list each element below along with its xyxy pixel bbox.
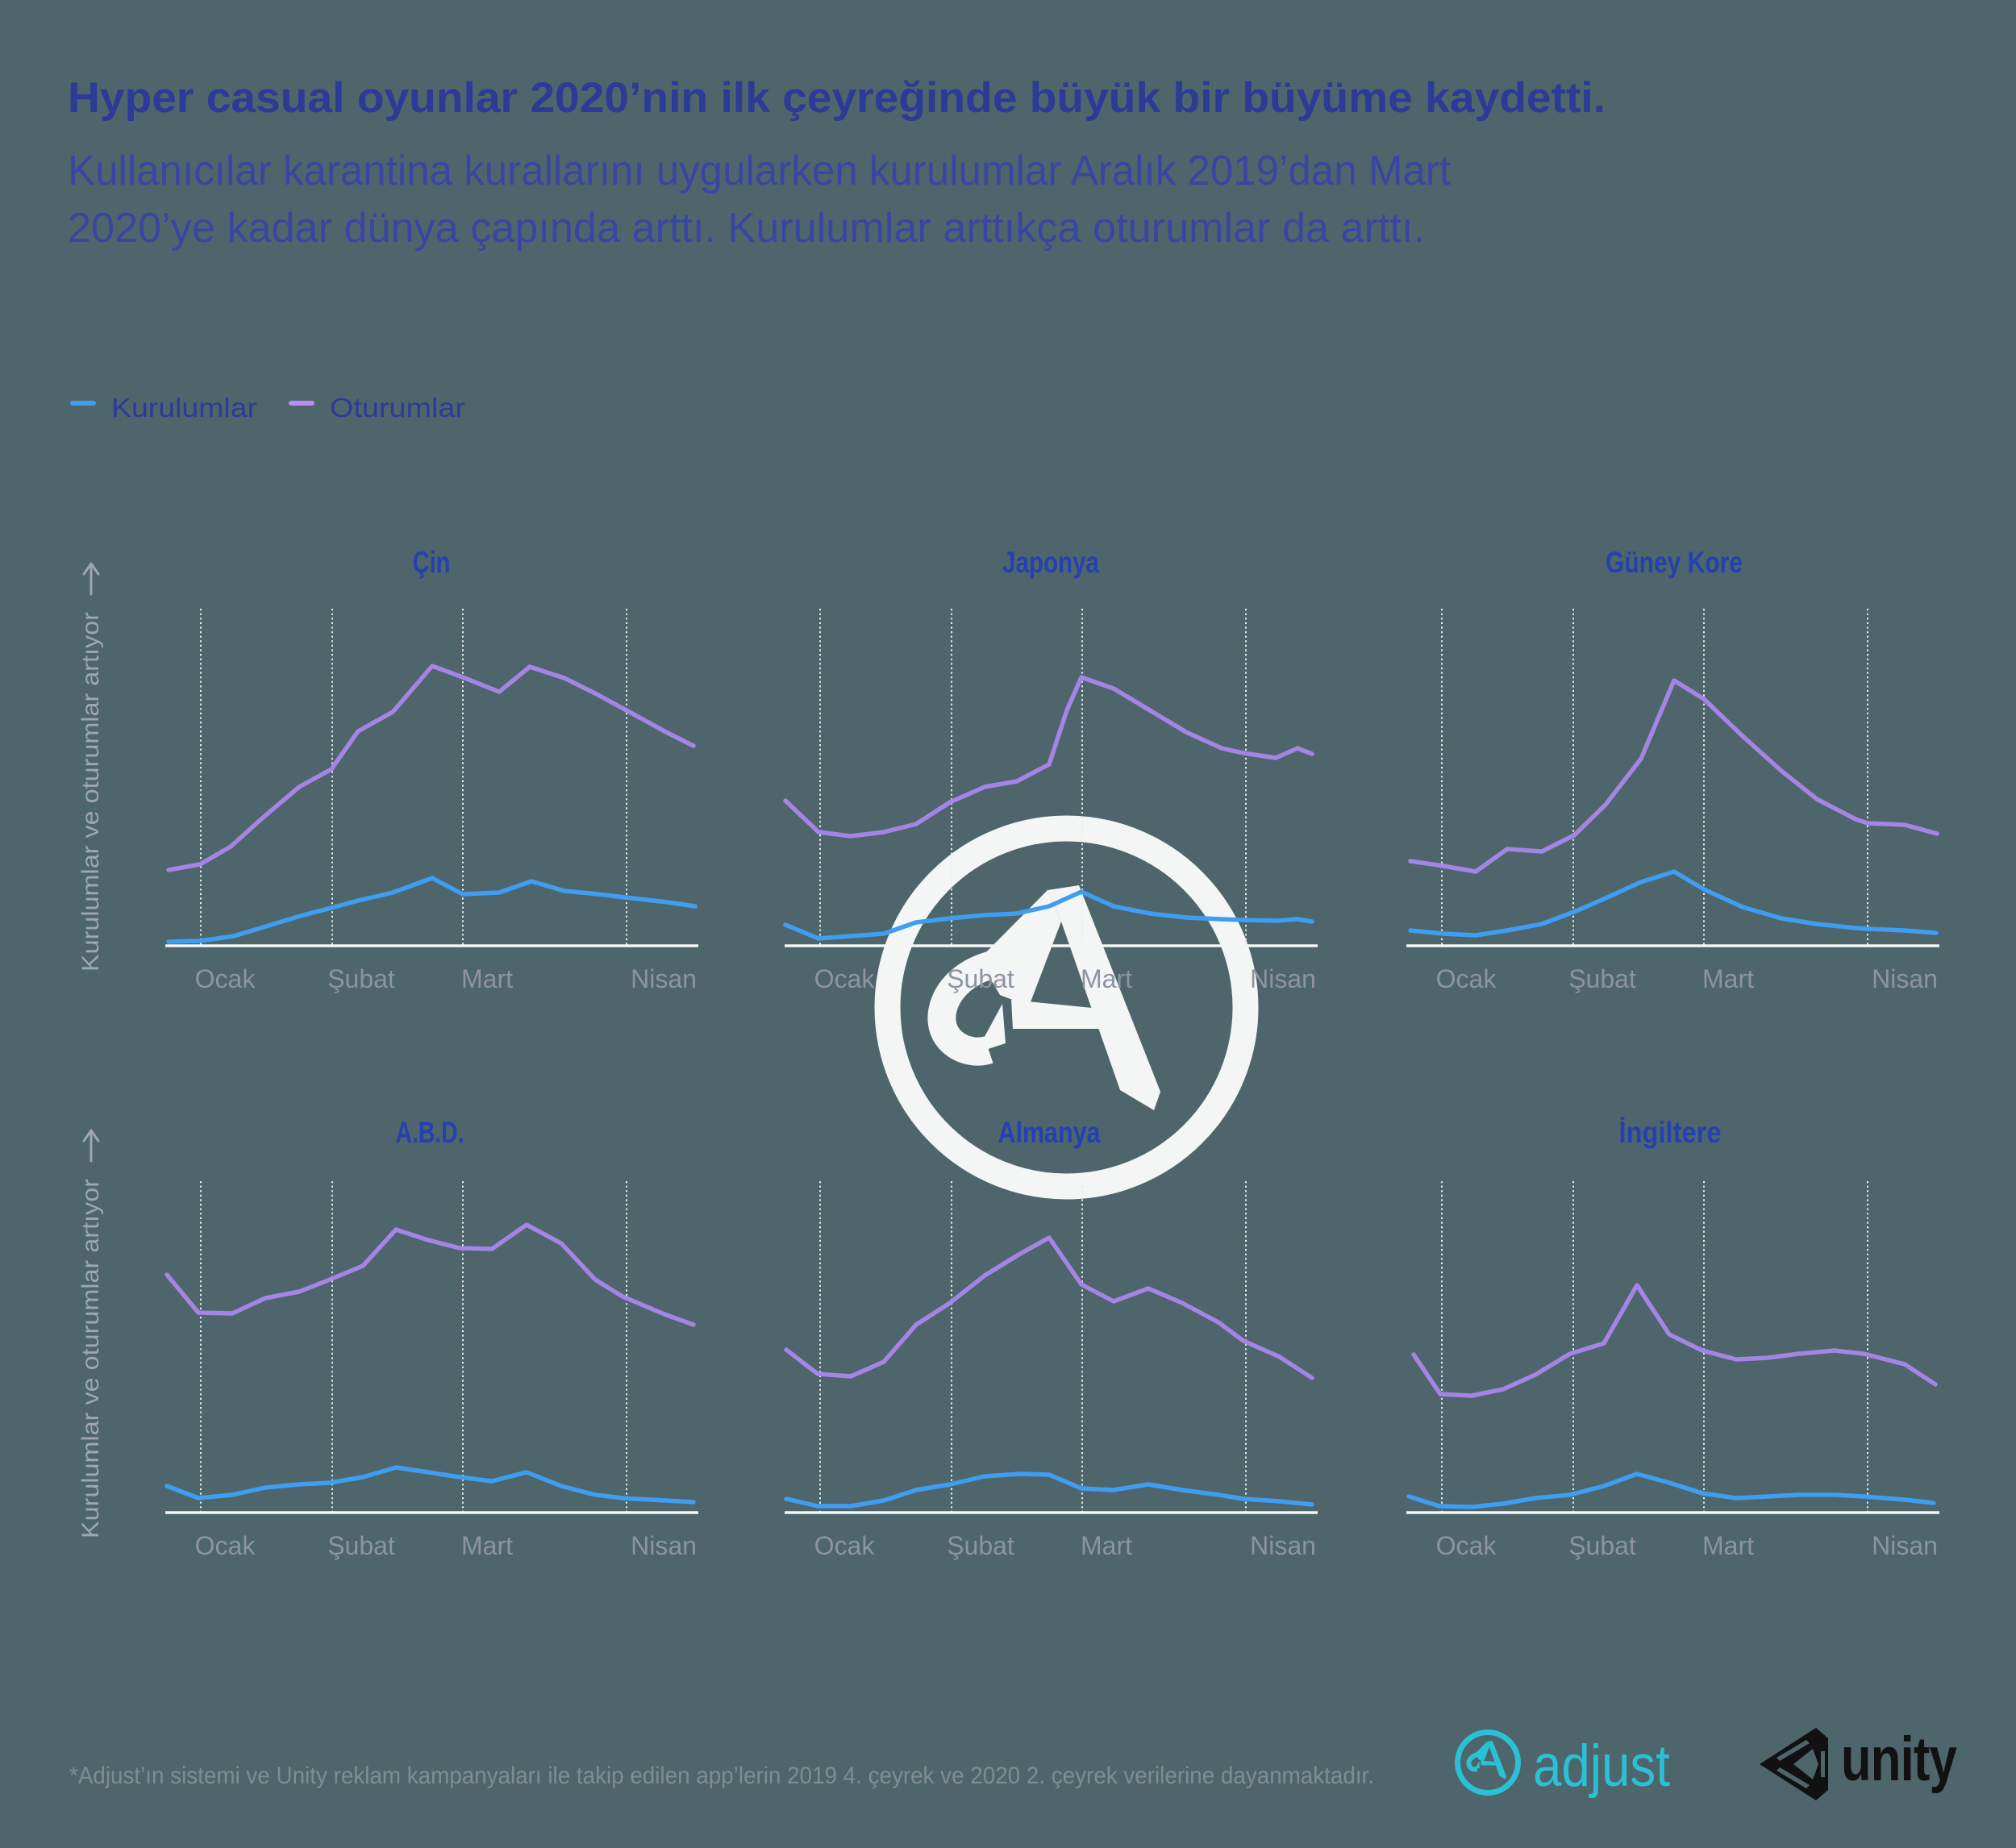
svg-text:Kullanıcılar karantina kuralla: Kullanıcılar karantina kurallarını uygul… <box>68 148 1452 194</box>
svg-text:*Adjust’ın sistemi ve Unity re: *Adjust’ın sistemi ve Unity reklam kampa… <box>69 1763 1374 1789</box>
svg-text:Almanya: Almanya <box>998 1116 1101 1149</box>
svg-text:Mart: Mart <box>461 1531 513 1560</box>
svg-text:Şubat: Şubat <box>947 1531 1014 1560</box>
svg-text:Kurulumlar: Kurulumlar <box>111 393 257 422</box>
svg-text:İngiltere: İngiltere <box>1619 1116 1722 1149</box>
svg-text:Şubat: Şubat <box>327 1531 395 1560</box>
svg-text:Nisan: Nisan <box>631 1531 697 1560</box>
svg-text:Ocak: Ocak <box>1436 964 1497 993</box>
svg-text:Nisan: Nisan <box>1872 964 1938 993</box>
svg-text:Mart: Mart <box>1081 1531 1132 1560</box>
svg-text:Nisan: Nisan <box>1872 1531 1938 1560</box>
svg-text:Nisan: Nisan <box>1250 1531 1316 1560</box>
svg-text:Ocak: Ocak <box>814 1531 876 1560</box>
svg-text:Mart: Mart <box>1702 964 1754 993</box>
svg-text:Çin: Çin <box>413 546 451 579</box>
svg-text:A.B.D.: A.B.D. <box>396 1116 464 1149</box>
svg-text:Hyper casual oyunlar 2020’nin: Hyper casual oyunlar 2020’nin ilk çeyreğ… <box>68 74 1606 122</box>
svg-text:Şubat: Şubat <box>327 964 395 993</box>
svg-text:Japonya: Japonya <box>1002 546 1099 579</box>
svg-text:Şubat: Şubat <box>1568 1531 1636 1560</box>
svg-text:Kurulumlar ve oturumlar artıyo: Kurulumlar ve oturumlar artıyor <box>77 612 104 972</box>
svg-text:Mart: Mart <box>1702 1531 1754 1560</box>
svg-text:Nisan: Nisan <box>1250 964 1316 993</box>
svg-text:Kurulumlar ve oturumlar artıyo: Kurulumlar ve oturumlar artıyor <box>77 1179 104 1538</box>
svg-text:adjust: adjust <box>1533 1734 1670 1799</box>
svg-text:Nisan: Nisan <box>631 964 697 993</box>
svg-text:unity: unity <box>1841 1725 1957 1794</box>
svg-text:Ocak: Ocak <box>1436 1531 1497 1560</box>
svg-text:2020’ye kadar dünya çapında ar: 2020’ye kadar dünya çapında arttı. Kurul… <box>68 205 1425 252</box>
svg-text:Mart: Mart <box>1081 964 1132 993</box>
svg-text:Ocak: Ocak <box>814 964 876 993</box>
svg-text:Güney Kore: Güney Kore <box>1606 546 1743 579</box>
svg-text:Oturumlar: Oturumlar <box>330 393 465 422</box>
svg-text:Şubat: Şubat <box>947 964 1014 993</box>
svg-text:Mart: Mart <box>461 964 513 993</box>
svg-text:Ocak: Ocak <box>195 964 256 993</box>
svg-text:Ocak: Ocak <box>195 1531 256 1560</box>
svg-text:Şubat: Şubat <box>1568 964 1636 993</box>
